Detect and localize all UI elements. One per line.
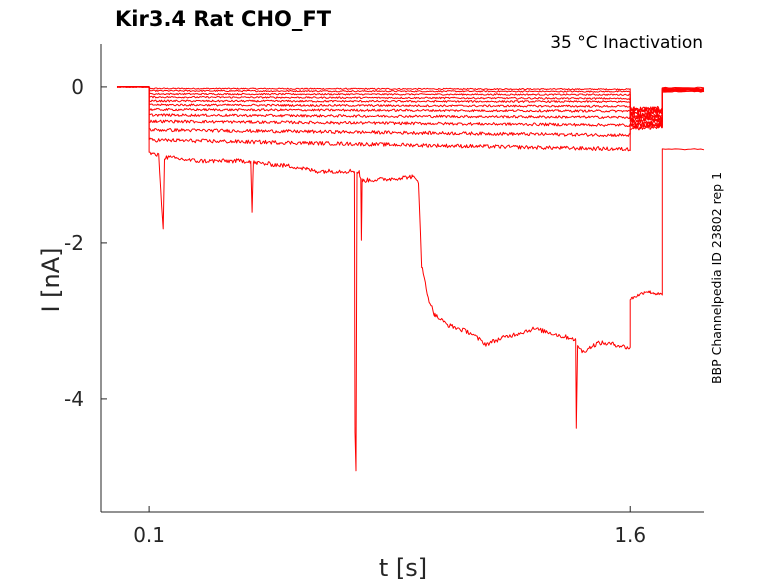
trace-sweep-8	[116, 86, 705, 125]
trace-sweep-11	[116, 86, 705, 152]
chart-title: Kir3.4 Rat CHO_FT	[115, 7, 332, 31]
x-tick-label: 1.6	[614, 523, 646, 547]
x-axis-label: t [s]	[379, 554, 427, 582]
x-tick-label: 0.1	[133, 523, 165, 547]
trace-sweep-1	[116, 86, 705, 112]
trace-sweep-9	[117, 86, 705, 128]
x-axis-ticks: 0.1 1.6	[133, 506, 646, 547]
trace-sweep-7	[116, 86, 705, 123]
trace-sweep-3	[116, 86, 705, 115]
trace-sweep-2	[116, 86, 705, 113]
trace-sweep-12	[116, 86, 705, 472]
y-axis-label: I [nA]	[37, 247, 65, 312]
trace-sweep-5	[116, 86, 705, 119]
trace-sweep-10	[116, 86, 705, 138]
trace-sweep-6	[116, 86, 704, 121]
plot-area	[116, 86, 705, 472]
trace-sweep-4	[116, 86, 704, 117]
y-tick-label: -4	[64, 387, 84, 411]
y-axis-ticks: 0 -2 -4	[64, 75, 107, 411]
y-tick-label: 0	[71, 75, 84, 99]
y-tick-label: -2	[64, 231, 84, 255]
chart-subtitle: 35 °C Inactivation	[550, 33, 703, 53]
side-id-label: BBP Channelpedia ID 23802 rep 1	[709, 172, 724, 384]
